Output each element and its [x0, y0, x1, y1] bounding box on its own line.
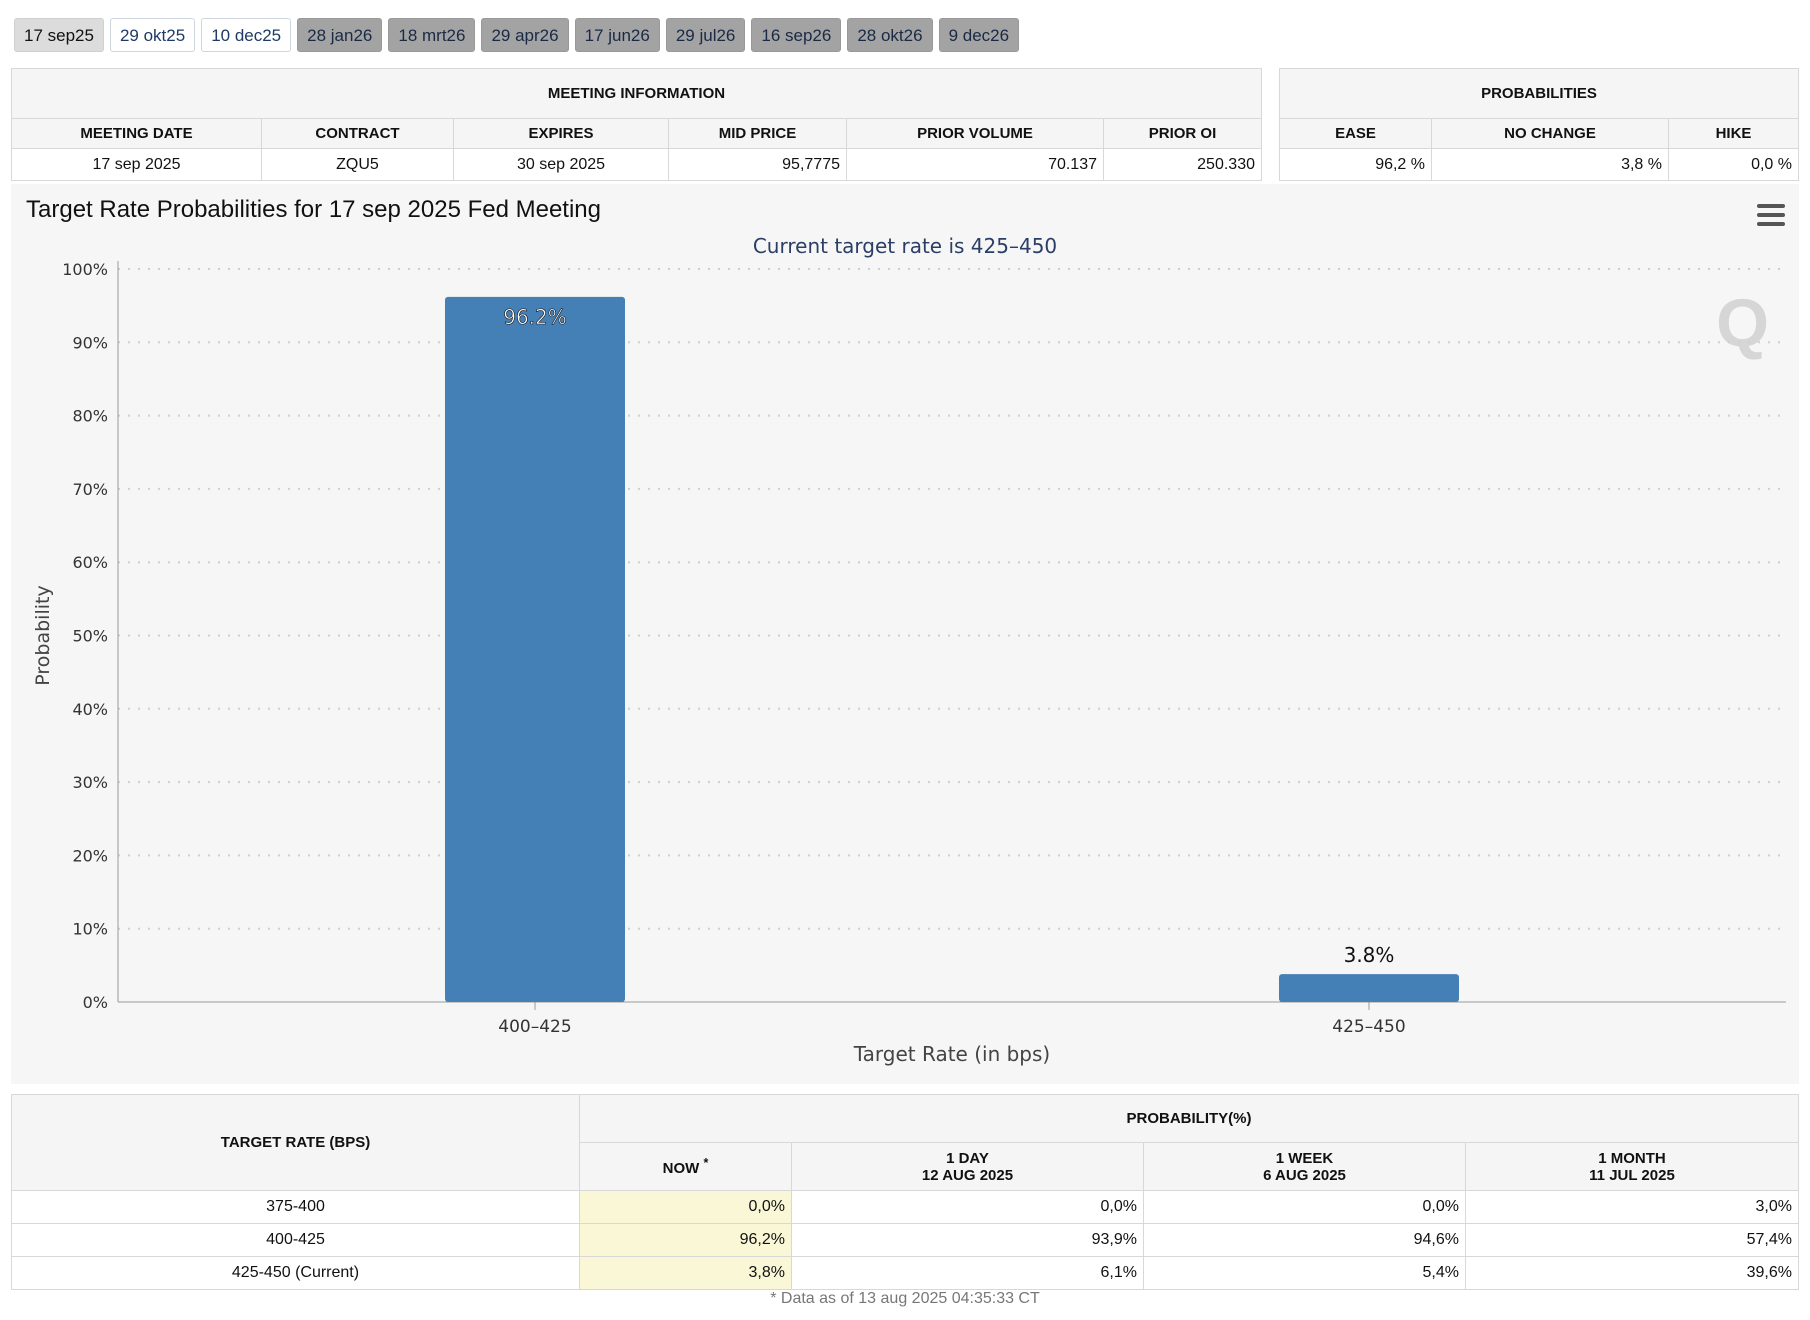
one-week-value: 0,0% — [1143, 1190, 1466, 1224]
tab-28-okt26[interactable]: 28 okt26 — [847, 18, 933, 52]
y-tick-label: 60% — [72, 553, 108, 572]
col-expires: EXPIRES — [453, 118, 669, 149]
tab-9-dec26[interactable]: 9 dec26 — [938, 18, 1020, 52]
chart-title: Target Rate Probabilities for 17 sep 202… — [26, 196, 602, 223]
col-prior-volume: PRIOR VOLUME — [846, 118, 1104, 149]
contract-value: ZQU5 — [261, 148, 454, 181]
y-tick-label: 30% — [72, 773, 108, 792]
col-ease: EASE — [1279, 118, 1432, 149]
col-1-month: 1 MONTH 11 JUL 2025 — [1465, 1142, 1799, 1191]
one-week-value: 94,6% — [1143, 1223, 1466, 1257]
table-row: 425-450 (Current) 3,8% 6,1% 5,4% 39,6% — [11, 1256, 1799, 1290]
data-label: 96.2% — [503, 305, 567, 329]
col-contract: CONTRACT — [261, 118, 454, 149]
one-month-value: 39,6% — [1465, 1256, 1799, 1290]
tab-29-okt25[interactable]: 29 okt25 — [109, 18, 196, 52]
data-timestamp-footnote: * Data as of 13 aug 2025 04:35:33 CT — [770, 1290, 1040, 1307]
one-week-value: 5,4% — [1143, 1256, 1466, 1290]
col-1-week: 1 WEEK 6 AUG 2025 — [1143, 1142, 1466, 1191]
expires-value: 30 sep 2025 — [453, 148, 669, 181]
col-meeting-date: MEETING DATE — [11, 118, 262, 149]
y-tick-label: 10% — [72, 920, 108, 939]
now-value: 96,2% — [579, 1223, 792, 1257]
col-no-change: NO CHANGE — [1431, 118, 1669, 149]
tab-29-apr26[interactable]: 29 apr26 — [481, 18, 569, 52]
col-prior-oi: PRIOR OI — [1103, 118, 1262, 149]
y-tick-label: 40% — [72, 700, 108, 719]
data-label: 3.8% — [1344, 943, 1395, 967]
chart-subtitle: Current target rate is 425–450 — [752, 234, 1058, 258]
one-month-value: 57,4% — [1465, 1223, 1799, 1257]
col-mid-price: MID PRICE — [668, 118, 847, 149]
rate-label: 425-450 (Current) — [11, 1256, 580, 1290]
target-rate-header: TARGET RATE (BPS) — [11, 1094, 580, 1191]
rate-label: 400-425 — [11, 1223, 580, 1257]
chart-plot: 0% 10% 20% 30% 40% 50% 60% 70% 80% 90% 100% 96.2% 40… — [32, 260, 1786, 1066]
prior-volume-value: 70.137 — [846, 148, 1104, 181]
meeting-information-table: MEETING INFORMATION MEETING DATE CONTRAC… — [11, 68, 1262, 181]
meeting-date-value: 17 sep 2025 — [11, 148, 262, 181]
col-hike: HIKE — [1668, 118, 1799, 149]
chart-menu-icon[interactable] — [1757, 204, 1785, 226]
rate-label: 375-400 — [11, 1190, 580, 1224]
bar — [445, 296, 625, 1002]
y-tick-label: 100% — [62, 260, 108, 279]
q-logo-watermark: Q — [1716, 285, 1769, 361]
one-month-value: 3,0% — [1465, 1190, 1799, 1224]
prior-oi-value: 250.330 — [1103, 148, 1262, 181]
x-tick-label: 425–450 — [1332, 1017, 1405, 1037]
probability-header: PROBABILITY(%) — [579, 1094, 1799, 1143]
tab-16-sep26[interactable]: 16 sep26 — [751, 18, 842, 52]
x-axis-title: Target Rate (in bps) — [853, 1042, 1050, 1066]
y-tick-label: 50% — [72, 627, 108, 646]
meeting-date-tabs: 17 sep25 29 okt25 10 dec25 28 jan26 18 m… — [14, 18, 1020, 52]
probabilities-title: PROBABILITIES — [1279, 68, 1799, 119]
x-tick-label: 400–425 — [498, 1017, 571, 1037]
tab-10-dec25[interactable]: 10 dec25 — [201, 18, 292, 52]
tab-17-sep25[interactable]: 17 sep25 — [14, 18, 104, 52]
probabilities-table: PROBABILITIES EASE NO CHANGE HIKE 96,2 %… — [1279, 68, 1799, 181]
tab-18-mrt26[interactable]: 18 mrt26 — [388, 18, 476, 52]
y-axis-title: Probability — [32, 585, 54, 685]
now-value: 0,0% — [579, 1190, 792, 1224]
table-row: 375-400 0,0% 0,0% 0,0% 3,0% — [11, 1190, 1799, 1224]
y-tick-label: 90% — [72, 333, 108, 352]
one-day-value: 6,1% — [791, 1256, 1144, 1290]
ease-value: 96,2 % — [1279, 148, 1432, 181]
tab-28-jan26[interactable]: 28 jan26 — [297, 18, 383, 52]
y-tick-label: 20% — [72, 846, 108, 865]
hike-value: 0,0 % — [1668, 148, 1799, 181]
y-tick-label: 70% — [72, 480, 108, 499]
meeting-information-title: MEETING INFORMATION — [11, 68, 1262, 119]
mid-price-value: 95,7775 — [668, 148, 847, 181]
bar — [1279, 974, 1459, 1002]
probability-history-table: TARGET RATE (BPS) PROBABILITY(%) NOW * 1… — [11, 1094, 1799, 1290]
target-rate-chart: Target Rate Probabilities for 17 sep 202… — [11, 184, 1799, 1084]
table-row: 400-425 96,2% 93,9% 94,6% 57,4% — [11, 1223, 1799, 1257]
col-now: NOW * — [579, 1142, 792, 1191]
one-day-value: 93,9% — [791, 1223, 1144, 1257]
no-change-value: 3,8 % — [1431, 148, 1669, 181]
y-tick-label: 80% — [72, 407, 108, 426]
now-value: 3,8% — [579, 1256, 792, 1290]
one-day-value: 0,0% — [791, 1190, 1144, 1224]
tab-17-jun26[interactable]: 17 jun26 — [574, 18, 660, 52]
tab-29-jul26[interactable]: 29 jul26 — [665, 18, 746, 52]
col-1-day: 1 DAY 12 AUG 2025 — [791, 1142, 1144, 1191]
y-tick-label: 0% — [83, 993, 108, 1012]
